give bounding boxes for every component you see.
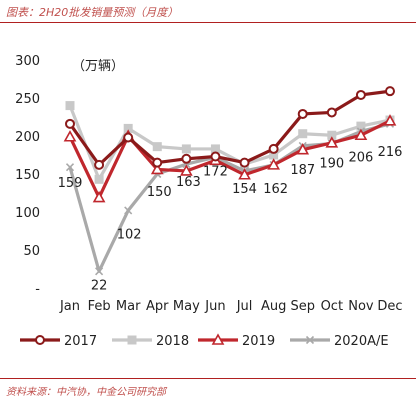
data-point	[150, 162, 164, 175]
data-point	[180, 164, 193, 176]
data-point	[355, 89, 366, 100]
data-point	[239, 157, 250, 168]
data-point	[123, 123, 133, 133]
series-line	[68, 89, 391, 167]
figure-title: 图表：2H20批发销量预测（月度）	[6, 6, 179, 19]
y-tick-label: 200	[15, 130, 40, 145]
data-point	[296, 143, 310, 155]
data-point	[152, 157, 163, 168]
x-tick-label: Aug	[261, 299, 286, 314]
data-label: 22	[91, 278, 108, 293]
x-tick-label: Jul	[236, 299, 253, 314]
data-point	[65, 118, 75, 129]
data-point	[65, 163, 75, 172]
data-point	[124, 206, 133, 215]
data-point	[385, 86, 395, 97]
data-point	[94, 159, 105, 170]
series-2020ae	[65, 119, 395, 276]
x-tick-label: Dec	[377, 299, 402, 314]
series-2018	[65, 101, 395, 184]
data-point	[267, 158, 280, 170]
data-point	[298, 129, 308, 139]
x-tick-label: May	[173, 299, 200, 314]
legend-label: 2020A/E	[334, 334, 389, 349]
data-point	[354, 128, 368, 141]
top-divider	[0, 22, 416, 23]
y-tick-label: 100	[15, 206, 40, 221]
data-point	[269, 150, 279, 160]
x-tick-label: Sep	[290, 299, 315, 314]
legend-marker	[35, 335, 45, 345]
data-label: 190	[319, 157, 344, 172]
data-point	[181, 144, 191, 154]
series-layer	[63, 86, 397, 276]
legend-item-2018: 2018	[112, 334, 189, 349]
data-point	[152, 142, 162, 152]
data-point	[356, 121, 366, 131]
data-point	[327, 130, 337, 140]
data-label: 150	[147, 185, 172, 200]
data-label: 159	[58, 176, 83, 191]
data-label: 163	[176, 175, 201, 190]
data-label: 154	[232, 182, 257, 197]
unit-label: （万辆）	[72, 59, 124, 74]
x-tick-label: Mar	[116, 299, 141, 314]
y-tick-label: 50	[23, 244, 40, 259]
data-point	[123, 132, 134, 143]
data-point	[210, 151, 221, 162]
data-point	[63, 130, 77, 142]
data-point	[383, 114, 397, 126]
data-label: 216	[378, 145, 403, 160]
data-point	[268, 143, 279, 154]
source-note: 资料来源：中汽协，中金公司研究部	[6, 387, 166, 398]
data-label: 206	[348, 150, 373, 165]
y-tick-label: 250	[15, 92, 40, 107]
legend-marker	[211, 333, 225, 345]
data-point	[297, 108, 308, 119]
legend-item-2020ae: 2020A/E	[290, 334, 389, 349]
series-2019	[63, 114, 397, 203]
data-point	[325, 136, 339, 148]
x-tick-label: Jan	[59, 299, 80, 314]
legend: 2017 2018 2019 2020A/E	[20, 333, 389, 349]
line-chart: 300 250 200 150 100 50 - Jan Feb Mar Apr May Jun Jul…	[15, 54, 403, 349]
data-point	[326, 107, 337, 118]
series-line	[68, 119, 391, 200]
data-label: 187	[290, 163, 315, 178]
legend-item-2019: 2019	[198, 333, 275, 349]
y-axis: 300 250 200 150 100 50 -	[15, 54, 40, 297]
data-point	[65, 101, 75, 111]
legend-label: 2017	[64, 334, 97, 349]
x-tick-label: Jun	[204, 299, 225, 314]
legend-label: 2018	[156, 334, 189, 349]
bottom-divider	[0, 378, 416, 379]
data-point	[238, 168, 251, 180]
series-2017	[65, 86, 395, 170]
data-point	[210, 144, 220, 154]
data-point	[92, 190, 106, 203]
data-point	[95, 267, 104, 276]
legend-item-2017: 2017	[20, 334, 97, 349]
y-tick-label: 300	[15, 54, 40, 69]
legend-marker	[127, 335, 137, 345]
legend-label: 2019	[242, 334, 275, 349]
x-tick-label: Apr	[146, 299, 169, 314]
data-point	[94, 174, 104, 184]
legend-marker	[305, 335, 315, 345]
x-tick-label: Nov	[348, 299, 374, 314]
data-label: 102	[117, 227, 142, 242]
y-tick-label: -	[35, 282, 40, 297]
data-point	[181, 153, 192, 164]
data-label: 162	[263, 182, 288, 197]
x-tick-label: Oct	[321, 299, 343, 314]
x-axis: Jan Feb Mar Apr May Jun Jul Aug Sep Oct Nov Dec	[59, 299, 403, 314]
data-label: 172	[203, 164, 228, 179]
x-tick-label: Feb	[88, 299, 111, 314]
y-tick-label: 150	[15, 168, 40, 183]
